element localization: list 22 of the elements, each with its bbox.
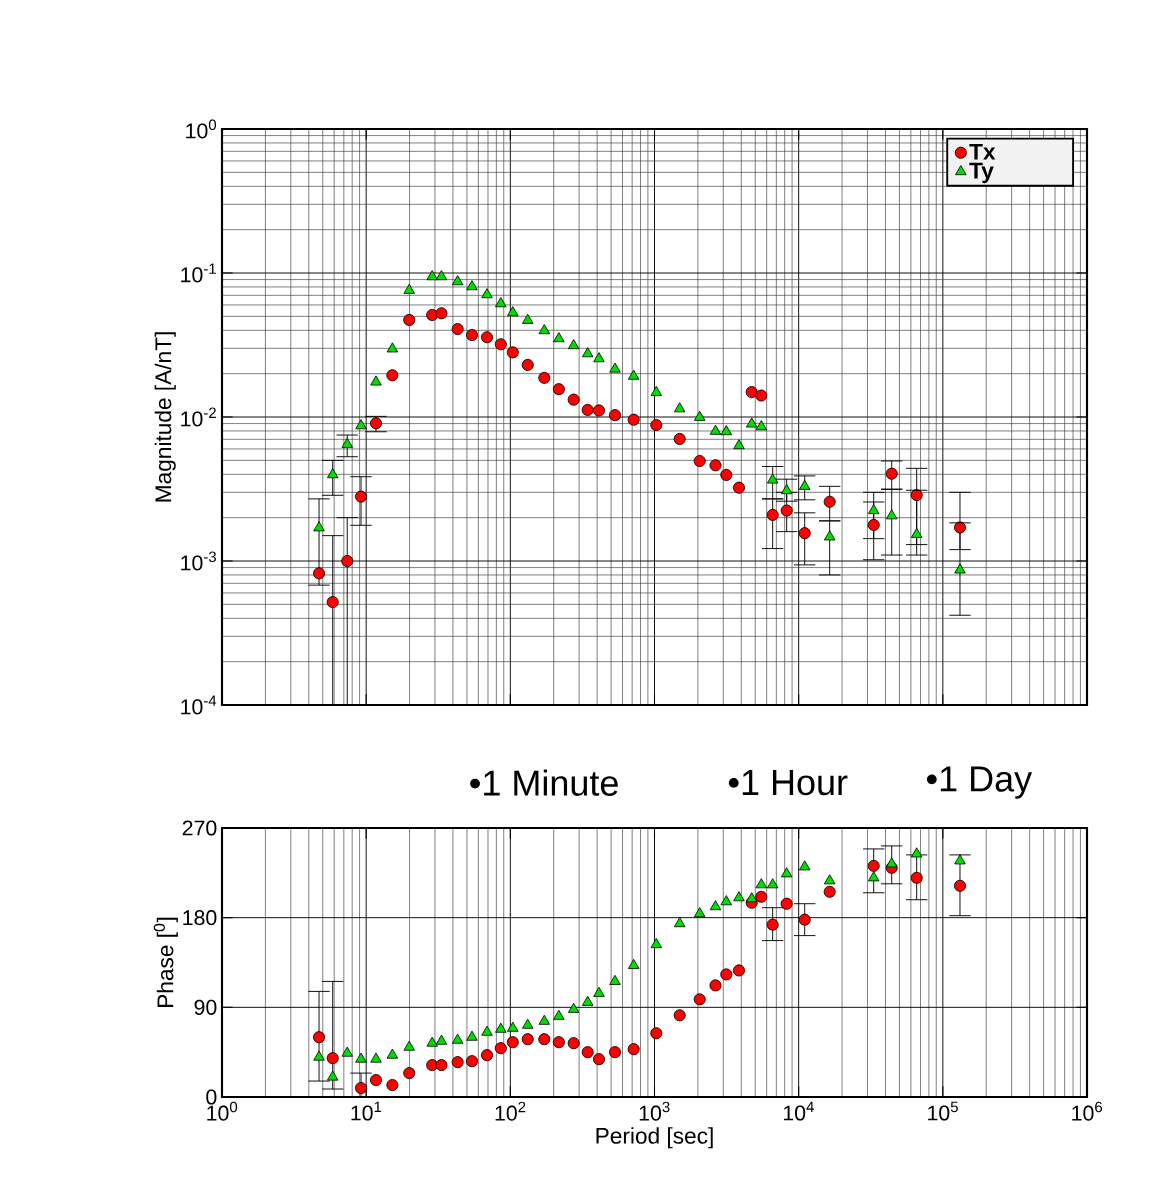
x-tick-label: 10$^{6}$ (1072, 1101, 1103, 1121)
y-tick-label: 10$^{-3}$ (181, 551, 216, 571)
y-tick-label: 180 (183, 910, 217, 926)
x-tick-label: 10$^{4}$ (783, 1101, 814, 1121)
x-tick-label: 10$^{5}$ (928, 1101, 958, 1121)
y-tick-label: 10$^{-4}$ (181, 695, 217, 715)
text: •1 Minute (470, 769, 618, 796)
y-tick-label: 10$^{-2}$ (181, 407, 216, 427)
x-tick-label: 10$^{2}$ (495, 1101, 526, 1121)
legend-label: Tx (969, 143, 996, 160)
text: •1 Day (926, 766, 1033, 799)
y-tick-label: 270 (182, 820, 217, 836)
text: •1 Hour (728, 770, 848, 796)
y-axis-title: Phase [$^{0}$] (153, 917, 178, 1007)
x-axis-title: Period [sec] (596, 1127, 713, 1149)
y-tick-label: 10$^{0}$ (186, 119, 217, 139)
legend-label: Ty (969, 162, 994, 184)
x-tick-label: 10$^{1}$ (351, 1101, 382, 1121)
y-axis-title: Magnitude [A/nT] (154, 332, 176, 502)
y-tick-label: 90 (194, 999, 217, 1015)
x-tick-label: 10$^{3}$ (639, 1101, 670, 1121)
y-tick-label: 10$^{-1}$ (181, 263, 216, 283)
